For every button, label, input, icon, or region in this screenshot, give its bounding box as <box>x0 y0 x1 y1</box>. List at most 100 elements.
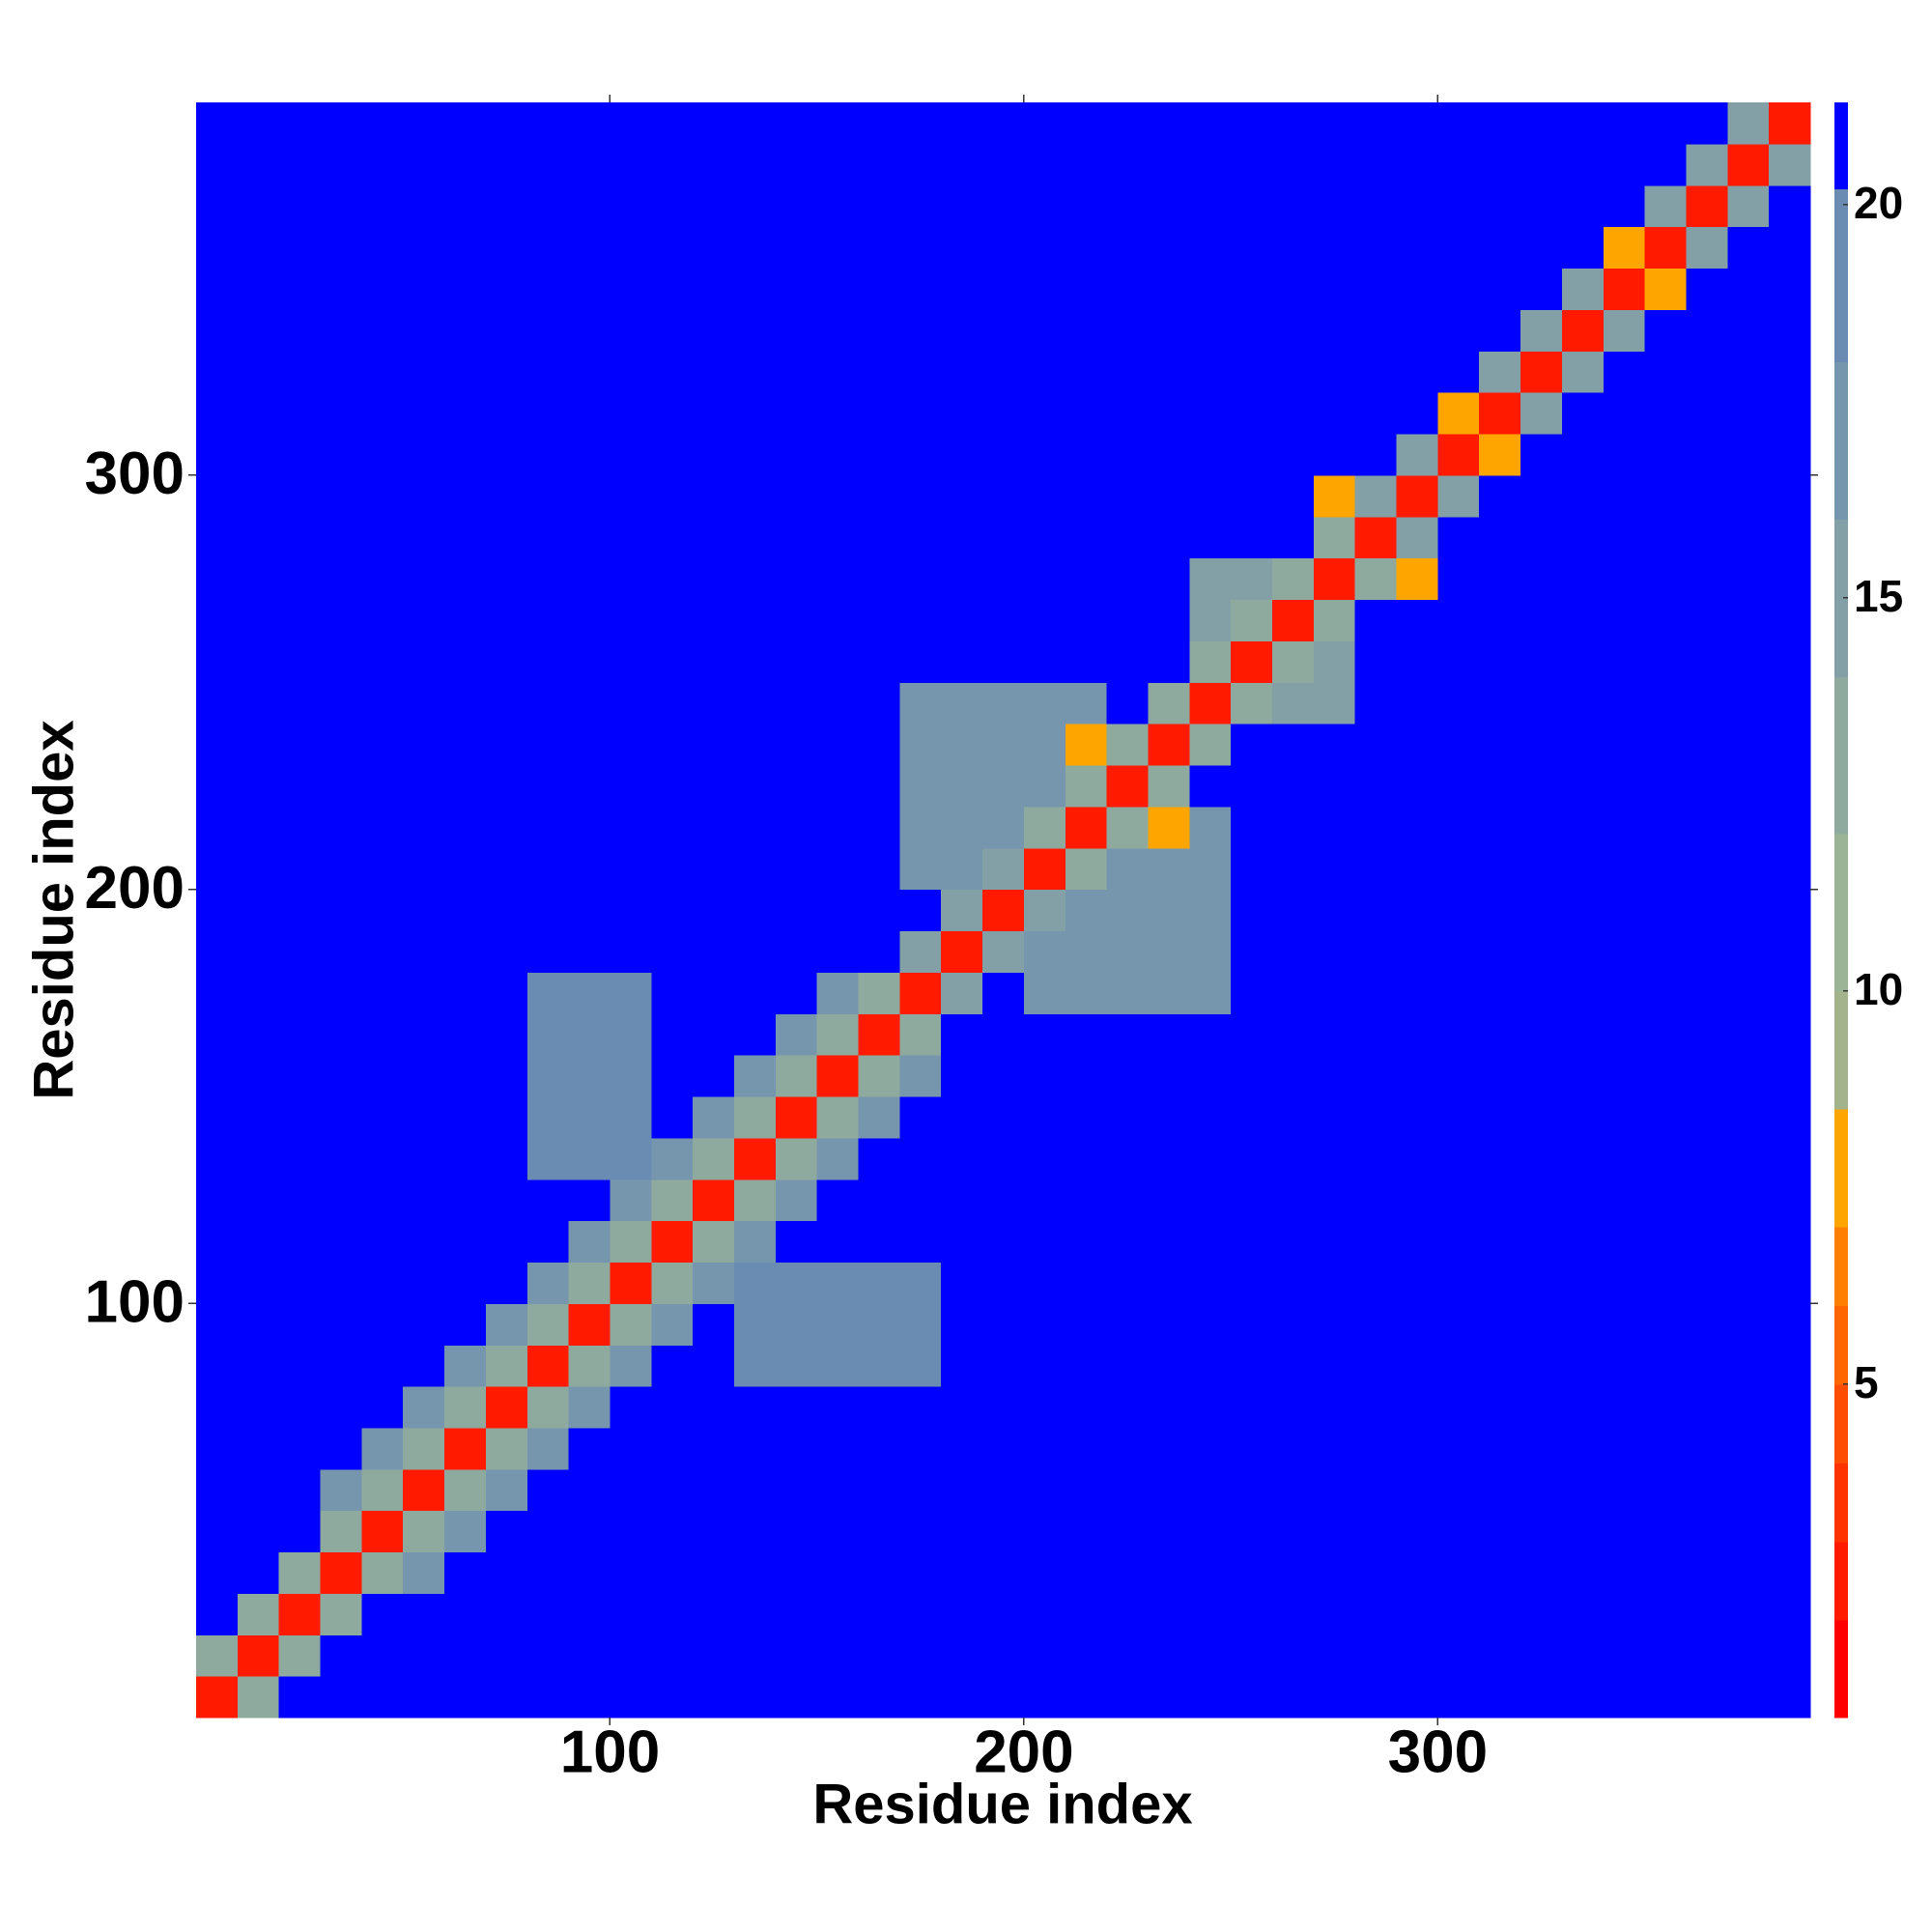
heatmap-cell <box>278 1676 322 1719</box>
colorbar-band <box>1834 1383 1848 1463</box>
heatmap-cell <box>320 682 362 724</box>
heatmap-cell <box>734 1345 777 1387</box>
heatmap-cell <box>651 847 694 891</box>
heatmap-cell <box>1272 1095 1315 1139</box>
heatmap-cell <box>1396 1551 1438 1594</box>
heatmap-cell <box>1272 1055 1315 1097</box>
heatmap-cell <box>1479 1386 1521 1429</box>
heatmap-cell <box>1437 1055 1480 1097</box>
heatmap-cell <box>816 1427 860 1470</box>
heatmap-cell <box>693 1468 735 1512</box>
heatmap-cell <box>982 1676 1025 1719</box>
heatmap-cell <box>1603 1634 1646 1677</box>
heatmap-cell <box>1189 351 1232 393</box>
heatmap-cell <box>610 764 652 808</box>
heatmap-cell <box>1561 599 1605 641</box>
heatmap-cell <box>734 1510 777 1553</box>
y-axis-label: Residue index <box>22 720 85 1099</box>
heatmap-cell <box>1023 1345 1066 1387</box>
heatmap-cell <box>651 1137 694 1180</box>
heatmap-cell <box>1644 1510 1688 1553</box>
heatmap-cell <box>899 682 942 724</box>
heatmap-cell <box>320 268 362 310</box>
heatmap-cell <box>1313 392 1356 435</box>
heatmap-cell <box>1106 1095 1150 1139</box>
heatmap-cell <box>320 1634 362 1677</box>
heatmap-cell <box>1065 1220 1108 1264</box>
heatmap-cell <box>1520 599 1563 641</box>
heatmap-cell <box>651 1303 694 1346</box>
heatmap-cell <box>858 1634 900 1677</box>
heatmap-cell <box>320 847 362 891</box>
heatmap-cell <box>1396 682 1438 724</box>
heatmap-cell <box>1189 724 1232 766</box>
heatmap-cell <box>941 1551 983 1594</box>
heatmap-cell <box>1479 1095 1521 1139</box>
heatmap-cell <box>1313 930 1356 973</box>
heatmap-cell <box>1231 516 1273 559</box>
heatmap-cell <box>278 185 322 228</box>
heatmap-cell <box>1106 1220 1150 1264</box>
heatmap-cell <box>1686 847 1728 891</box>
heatmap-cell <box>1727 1510 1770 1553</box>
heatmap-cell <box>858 1303 900 1346</box>
heatmap-cell <box>651 1634 694 1677</box>
heatmap-cell <box>982 599 1025 641</box>
heatmap-cell <box>1561 1095 1605 1139</box>
heatmap-cell <box>568 930 611 973</box>
heatmap-cell <box>1686 392 1728 435</box>
heatmap-cell <box>444 847 487 891</box>
heatmap-cell <box>734 474 777 518</box>
heatmap-cell <box>1686 474 1728 518</box>
heatmap-cell <box>1148 102 1190 145</box>
heatmap-cell <box>1437 1137 1480 1180</box>
heatmap-cell <box>1686 143 1728 186</box>
heatmap-cell <box>1189 847 1232 891</box>
heatmap-cell <box>651 930 694 973</box>
heatmap-cell <box>1106 1593 1150 1635</box>
heatmap-cell <box>1354 972 1398 1014</box>
heatmap-cell <box>361 1634 404 1677</box>
heatmap-cell <box>1644 599 1688 641</box>
heatmap-cell <box>1148 1510 1190 1553</box>
heatmap-cell <box>1354 185 1398 228</box>
colorbar-band <box>1834 676 1848 835</box>
heatmap-cell <box>1603 309 1646 352</box>
heatmap-cell <box>444 599 487 641</box>
heatmap-cell <box>816 351 860 393</box>
heatmap-cell <box>568 724 611 766</box>
heatmap-cell <box>775 599 818 641</box>
heatmap-cell <box>1272 682 1315 724</box>
heatmap-cell <box>693 268 735 310</box>
heatmap-cell <box>858 1095 900 1139</box>
heatmap-cell <box>1189 682 1232 724</box>
heatmap-cell <box>1479 682 1521 724</box>
heatmap-cell <box>1065 1095 1108 1139</box>
heatmap-cell <box>1769 1386 1811 1429</box>
heatmap-cell <box>403 1551 445 1594</box>
heatmap-cell <box>1272 724 1315 766</box>
heatmap-cell <box>775 1262 818 1304</box>
heatmap-cell <box>941 682 983 724</box>
heatmap-cell <box>610 143 652 186</box>
heatmap-cell <box>734 889 777 932</box>
heatmap-cell <box>1644 268 1688 310</box>
heatmap-cell <box>278 1551 322 1594</box>
heatmap-cell <box>1231 599 1273 641</box>
heatmap-cell <box>361 1510 404 1553</box>
heatmap-cell <box>1561 516 1605 559</box>
heatmap-cell <box>610 1013 652 1056</box>
heatmap-cell <box>444 1179 487 1222</box>
heatmap-cell <box>899 1676 942 1719</box>
heatmap-cell <box>1065 102 1108 145</box>
heatmap-cell <box>982 1303 1025 1346</box>
heatmap-cell <box>775 1386 818 1429</box>
heatmap-cell <box>1686 682 1728 724</box>
heatmap-cell <box>1520 1634 1563 1677</box>
heatmap-cell <box>1148 1013 1190 1056</box>
heatmap-cell <box>361 1179 404 1222</box>
heatmap-cell <box>1479 1262 1521 1304</box>
heatmap-cell <box>1148 640 1190 683</box>
heatmap-cell <box>1023 516 1066 559</box>
heatmap-cell <box>1396 392 1438 435</box>
